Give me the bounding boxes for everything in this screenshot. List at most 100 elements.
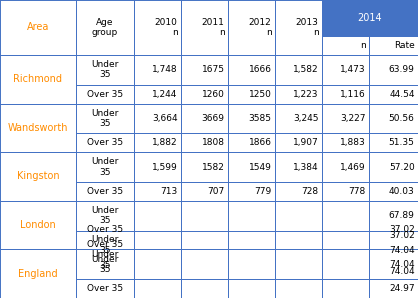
Bar xyxy=(275,231,322,249)
Bar xyxy=(0,201,76,249)
Text: 1666: 1666 xyxy=(249,65,272,74)
Bar xyxy=(76,85,134,103)
Text: 1,882: 1,882 xyxy=(152,138,178,147)
Text: 63.99: 63.99 xyxy=(389,65,415,74)
Text: 44.54: 44.54 xyxy=(389,90,415,99)
Bar xyxy=(134,231,181,249)
Text: Wandsworth: Wandsworth xyxy=(8,123,68,133)
Text: 51.35: 51.35 xyxy=(389,138,415,147)
Bar xyxy=(369,103,418,133)
Bar xyxy=(228,133,275,152)
Bar xyxy=(275,201,322,231)
Bar xyxy=(322,103,369,133)
Text: Over 35: Over 35 xyxy=(87,187,123,196)
Bar xyxy=(134,55,181,85)
Bar xyxy=(228,249,275,279)
Bar xyxy=(134,103,181,133)
Bar xyxy=(76,133,134,152)
Text: 1250: 1250 xyxy=(249,90,272,99)
Bar xyxy=(76,279,134,298)
Text: 1,116: 1,116 xyxy=(340,90,365,99)
Bar xyxy=(0,249,76,298)
Bar xyxy=(275,133,322,152)
Bar xyxy=(181,103,228,133)
Bar xyxy=(228,0,275,55)
Bar xyxy=(228,85,275,103)
Text: 57.20: 57.20 xyxy=(389,162,415,172)
Text: 1,384: 1,384 xyxy=(293,162,319,172)
Bar xyxy=(134,85,181,103)
Bar xyxy=(322,249,369,279)
Bar xyxy=(0,0,76,55)
Bar xyxy=(275,279,322,298)
Bar xyxy=(228,182,275,201)
Text: 2014: 2014 xyxy=(358,13,382,23)
Text: 50.56: 50.56 xyxy=(389,114,415,123)
Bar xyxy=(76,152,134,182)
Bar xyxy=(369,85,418,103)
Bar xyxy=(228,279,275,298)
Text: 1,223: 1,223 xyxy=(293,90,319,99)
Bar xyxy=(322,279,369,298)
Bar xyxy=(369,249,418,279)
Text: Richmond: Richmond xyxy=(13,74,63,84)
Text: 707: 707 xyxy=(207,187,224,196)
Bar xyxy=(181,133,228,152)
Text: Under
35: Under 35 xyxy=(92,60,119,80)
Text: 3585: 3585 xyxy=(249,114,272,123)
Bar xyxy=(181,55,228,85)
Text: Under
35: Under 35 xyxy=(92,206,119,225)
Text: 37.02: 37.02 xyxy=(389,231,415,240)
Bar xyxy=(76,231,134,279)
Text: Over 35: Over 35 xyxy=(87,138,123,147)
Text: Under
35: Under 35 xyxy=(92,157,119,177)
Bar xyxy=(228,103,275,133)
Text: Over 35
Under
35: Over 35 Under 35 xyxy=(87,240,123,270)
Text: Over 35
Under
35: Over 35 Under 35 xyxy=(87,225,123,255)
Bar xyxy=(369,231,418,249)
Bar xyxy=(275,152,322,182)
Text: Area: Area xyxy=(27,22,49,32)
Text: London: London xyxy=(20,220,56,230)
Bar xyxy=(134,279,181,298)
Bar xyxy=(322,133,369,152)
Text: Over 35: Over 35 xyxy=(87,284,123,293)
Text: 67.89: 67.89 xyxy=(389,211,415,220)
Bar xyxy=(322,152,369,182)
Bar xyxy=(322,182,369,201)
Text: 1549: 1549 xyxy=(249,162,272,172)
Bar xyxy=(0,55,76,103)
Text: 778: 778 xyxy=(348,187,365,196)
Bar xyxy=(76,201,134,231)
Bar xyxy=(369,182,418,201)
Bar xyxy=(369,201,418,231)
Text: n: n xyxy=(360,41,365,50)
Text: 74.04: 74.04 xyxy=(389,267,415,276)
Bar xyxy=(275,0,322,55)
Text: 1,883: 1,883 xyxy=(340,138,365,147)
Bar xyxy=(76,103,134,133)
Text: England: England xyxy=(18,269,58,279)
Bar xyxy=(369,133,418,152)
Bar xyxy=(134,0,181,55)
Bar xyxy=(76,249,134,279)
Text: 1582: 1582 xyxy=(202,162,224,172)
Bar xyxy=(0,103,76,152)
Bar xyxy=(181,201,228,231)
Text: 713: 713 xyxy=(161,187,178,196)
Bar xyxy=(181,279,228,298)
Text: 2010
n: 2010 n xyxy=(155,18,178,37)
Bar xyxy=(275,103,322,133)
Text: Under
35: Under 35 xyxy=(92,254,119,274)
Bar xyxy=(369,36,418,55)
Text: Age
group: Age group xyxy=(92,18,118,37)
Text: 1,748: 1,748 xyxy=(152,65,178,74)
Text: 3,245: 3,245 xyxy=(293,114,319,123)
Text: Under
35: Under 35 xyxy=(92,109,119,128)
Bar xyxy=(134,249,181,279)
Text: 2012
n: 2012 n xyxy=(249,18,272,37)
Bar xyxy=(0,152,76,201)
Bar xyxy=(275,55,322,85)
Bar xyxy=(228,55,275,85)
Text: Kingston: Kingston xyxy=(17,171,59,181)
